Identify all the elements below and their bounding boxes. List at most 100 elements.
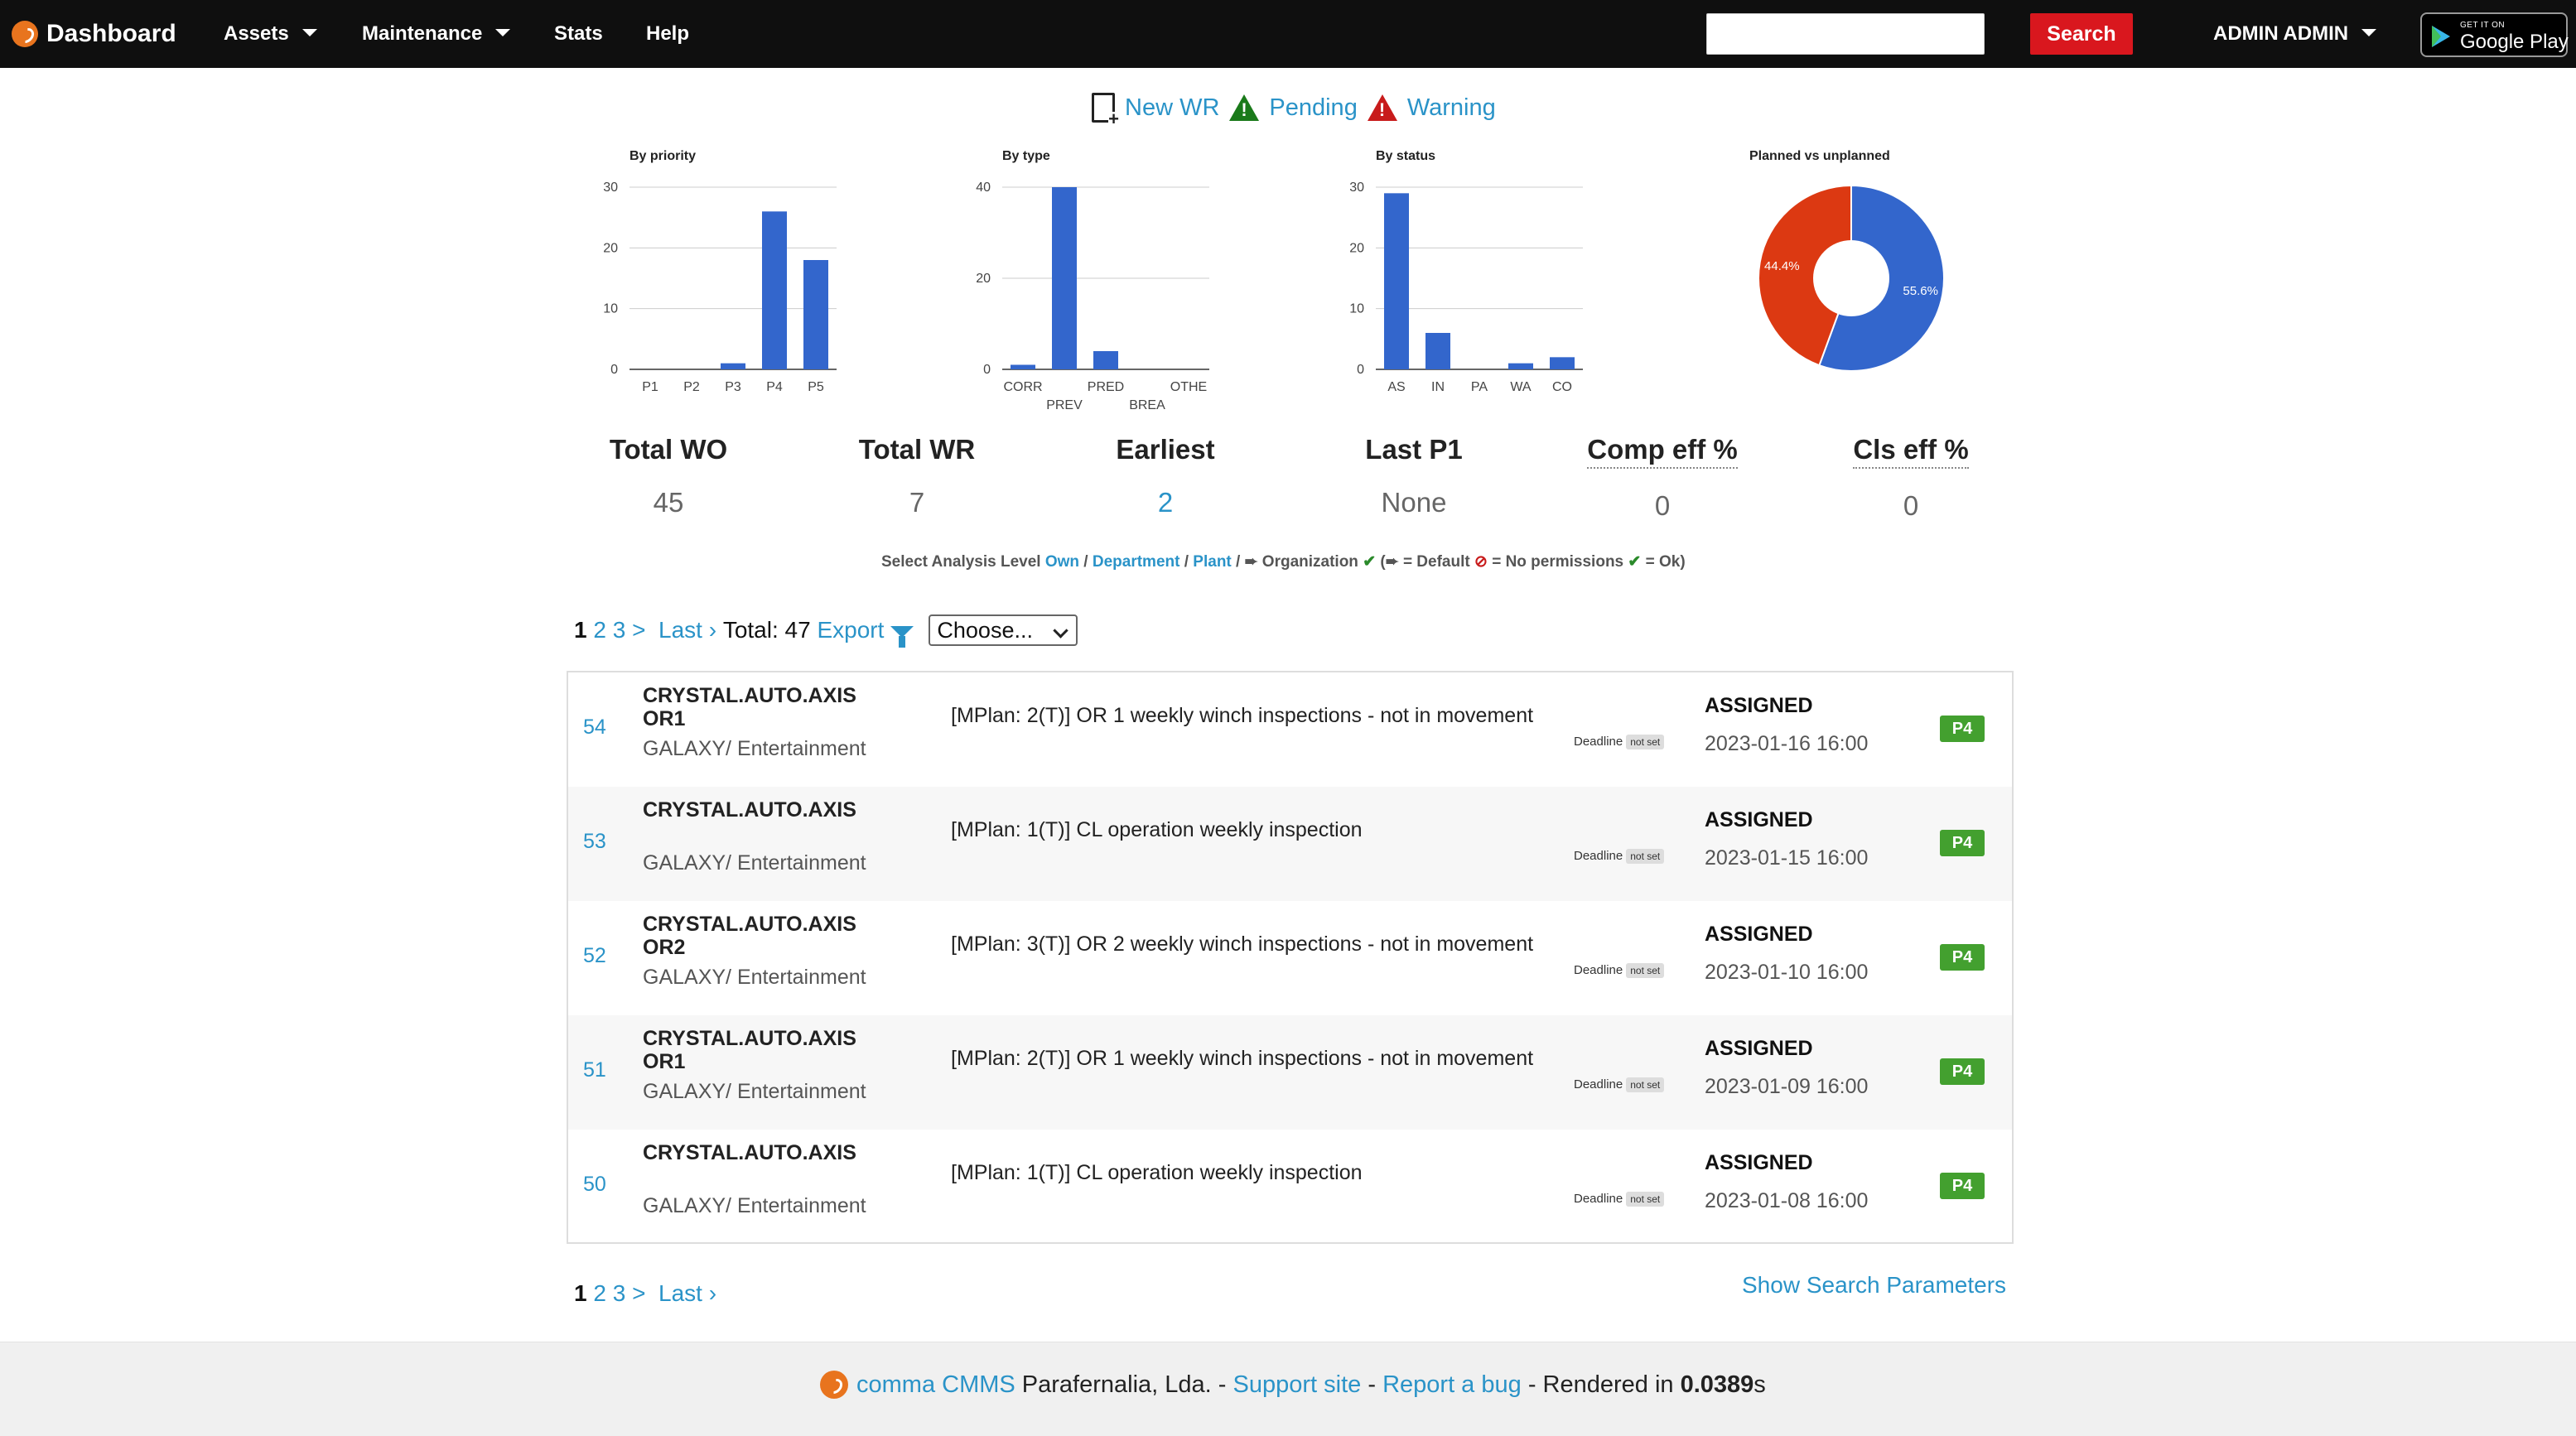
date-text: 2023-01-08 16:00: [1705, 1189, 1869, 1212]
pie-slice[interactable]: [1758, 184, 1852, 367]
assets-menu-label: Assets: [224, 22, 289, 45]
help-link[interactable]: Help: [646, 22, 690, 45]
bar[interactable]: [721, 363, 745, 369]
page-2-link[interactable]: 2: [593, 617, 606, 643]
page-current: 1: [574, 1280, 587, 1306]
x-tick-label: P3: [725, 380, 741, 394]
show-search-parameters-link[interactable]: Show Search Parameters: [1742, 1272, 2007, 1298]
x-tick-label: P4: [766, 380, 783, 394]
stat-total-wr: Total WR 7: [793, 434, 1041, 518]
x-tick-label: IN: [1431, 380, 1445, 394]
stat-earliest: Earliest 2: [1041, 434, 1290, 518]
analysis-own-link[interactable]: Own: [1044, 553, 1080, 571]
action-select[interactable]: Choose...: [929, 614, 1078, 646]
analysis-department-link[interactable]: Department: [1092, 553, 1180, 571]
page-last-link[interactable]: Last ›: [658, 617, 717, 643]
analysis-organization: Organization: [1261, 553, 1358, 571]
stat-label: Last P1: [1365, 434, 1463, 465]
x-tick-label: PA: [1471, 380, 1488, 394]
export-link[interactable]: Export: [817, 617, 885, 643]
check-icon: ✔: [1628, 553, 1642, 571]
table-row[interactable]: 51 CRYSTAL.AUTO.AXIS OR1 GALAXY/ Entertain…: [568, 1015, 2012, 1130]
priority-badge: P4: [1940, 1173, 1985, 1199]
chart-by-priority: By priority 0 10 20 30 P1 P2 P3 P4 P5: [596, 146, 861, 423]
x-tick-label: BREA: [1129, 398, 1165, 412]
page-last-link[interactable]: Last ›: [658, 1280, 717, 1306]
page-3-link[interactable]: 3: [612, 617, 626, 643]
work-order-id-link[interactable]: 52: [583, 944, 606, 967]
bar[interactable]: [1508, 363, 1533, 369]
brand-link[interactable]: Dashboard: [12, 0, 176, 68]
new-wr-link[interactable]: New WR: [1125, 94, 1220, 121]
stat-label: Earliest: [1116, 434, 1215, 465]
stat-value-link[interactable]: 2: [1157, 487, 1174, 518]
work-order-description: [MPlan: 2(T)] OR 1 weekly winch inspecti…: [951, 1047, 1534, 1070]
bar[interactable]: [803, 260, 828, 369]
assets-menu[interactable]: Assets: [224, 0, 317, 68]
bar[interactable]: [1011, 364, 1035, 370]
stat-label: Total WO: [609, 434, 728, 465]
y-tick-label: 0: [1357, 363, 1364, 377]
search-input[interactable]: [1706, 13, 1985, 55]
status-text: ASSIGNED: [1705, 808, 1813, 831]
deadline-label: Deadline: [1574, 963, 1623, 977]
footer-support-link[interactable]: Support site: [1233, 1371, 1362, 1398]
stats-link[interactable]: Stats: [554, 22, 603, 45]
maintenance-menu[interactable]: Maintenance: [362, 0, 511, 68]
gplay-small-text: GET IT ON: [2460, 21, 2506, 30]
work-order-id-link[interactable]: 53: [583, 830, 606, 853]
filter-icon[interactable]: [890, 626, 914, 648]
page-current: 1: [574, 617, 587, 643]
asset-location: GALAXY/ Entertainment: [643, 1080, 866, 1103]
bar[interactable]: [762, 211, 787, 369]
page-2-link[interactable]: 2: [593, 1280, 606, 1306]
chart-title: Planned vs unplanned: [1749, 149, 1890, 163]
legend-default: = Default: [1402, 553, 1470, 571]
table-row[interactable]: 52 CRYSTAL.AUTO.AXIS OR2 GALAXY/ Entertain…: [568, 901, 2012, 1015]
analysis-plant-link[interactable]: Plant: [1193, 553, 1232, 571]
deadline: Deadline not set: [1574, 1077, 1665, 1092]
check-icon: ✔: [1363, 553, 1377, 571]
priority-badge: P4: [1940, 944, 1985, 971]
donut-hole: [1813, 240, 1889, 316]
search-button[interactable]: Search: [2030, 13, 2133, 55]
footer-bug-link[interactable]: Report a bug: [1382, 1371, 1522, 1398]
bar[interactable]: [1384, 193, 1409, 369]
page-3-link[interactable]: 3: [612, 1280, 626, 1306]
bar[interactable]: [1093, 351, 1118, 369]
pie-slice-label: 44.4%: [1764, 259, 1800, 273]
chart-by-priority-svg: 0 10 20 30 P1 P2 P3 P4 P5: [603, 181, 837, 394]
chevron-down-icon: [301, 29, 317, 37]
chart-title: By type: [1002, 149, 1050, 163]
work-order-id-link[interactable]: 54: [583, 716, 606, 739]
x-tick-label: P5: [808, 380, 824, 394]
y-tick-label: 20: [603, 241, 618, 255]
brand-label: Dashboard: [46, 20, 176, 47]
table-row[interactable]: 54 CRYSTAL.AUTO.AXIS OR1 GALAXY/ Entertain…: [568, 672, 2012, 787]
asset-location: GALAXY/ Entertainment: [643, 966, 866, 989]
x-tick-label: PREV: [1046, 398, 1083, 412]
warning-link[interactable]: Warning: [1406, 94, 1496, 121]
asset-location: GALAXY/ Entertainment: [643, 851, 866, 875]
pending-link[interactable]: Pending: [1269, 94, 1358, 121]
bar[interactable]: [1550, 357, 1575, 369]
deadline: Deadline not set: [1574, 1192, 1665, 1207]
asset-name: CRYSTAL.AUTO.AXIS OR1: [643, 684, 856, 730]
work-order-id-link[interactable]: 51: [583, 1058, 606, 1082]
bar[interactable]: [1052, 187, 1077, 369]
footer-app-link[interactable]: comma CMMS: [856, 1371, 1015, 1398]
bar[interactable]: [1425, 333, 1450, 369]
table-row[interactable]: 50 CRYSTAL.AUTO.AXIS GALAXY/ Entertainment…: [568, 1130, 2012, 1244]
y-tick-label: 0: [983, 363, 991, 377]
page-next-link[interactable]: >: [632, 1280, 646, 1306]
user-menu[interactable]: ADMIN ADMIN: [2213, 0, 2377, 68]
work-order-id-link[interactable]: 50: [583, 1173, 606, 1196]
stat-value: 0: [1654, 490, 1671, 521]
google-play-badge[interactable]: GET IT ON Google Play: [2420, 12, 2569, 57]
y-tick-label: 10: [603, 302, 618, 316]
x-tick-label: P2: [683, 380, 700, 394]
asset-location: GALAXY/ Entertainment: [643, 1194, 866, 1217]
table-row[interactable]: 53 CRYSTAL.AUTO.AXIS GALAXY/ Entertainment…: [568, 787, 2012, 901]
page-next-link[interactable]: >: [632, 617, 646, 643]
deadline-value: not set: [1626, 849, 1665, 864]
